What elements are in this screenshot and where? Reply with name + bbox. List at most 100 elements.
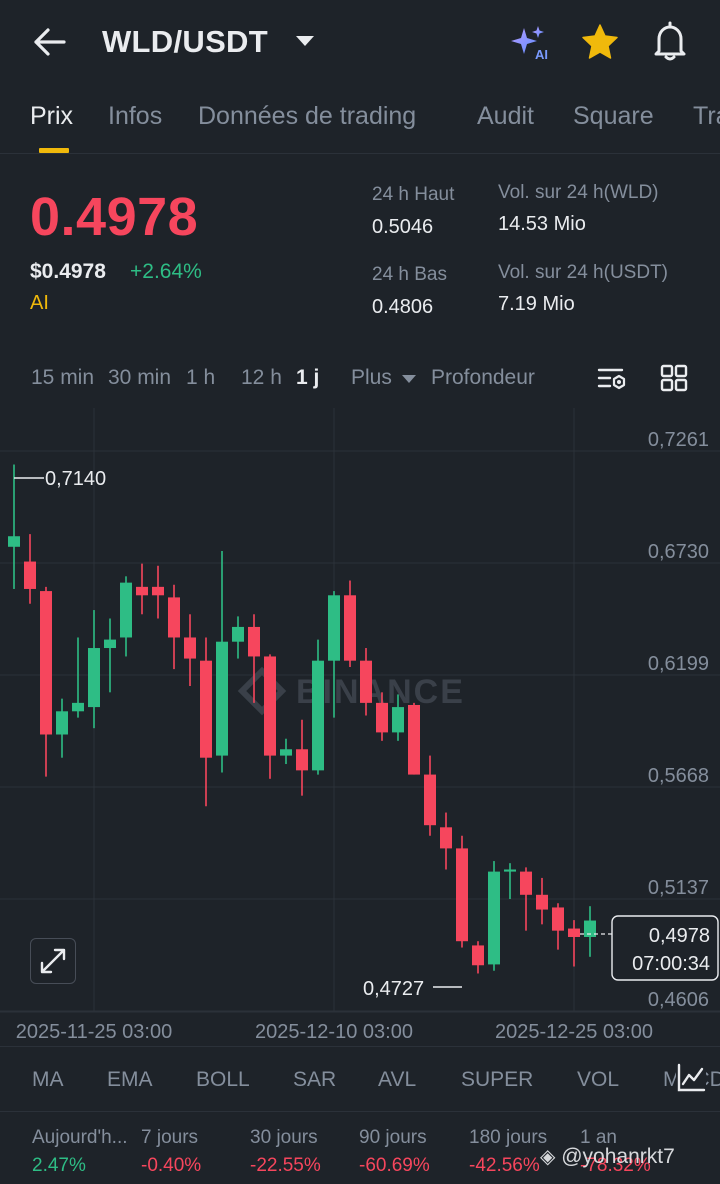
back-arrow-icon[interactable]	[30, 24, 70, 60]
interval-30min[interactable]: 30 min	[108, 366, 172, 389]
perf-30d-label: 30 jours	[250, 1127, 318, 1148]
perf-1y-value: -78.32%	[580, 1155, 651, 1176]
y-axis-label: 0,5668	[648, 765, 709, 787]
candle-body	[296, 749, 308, 771]
candle-body	[376, 702, 388, 733]
perf-90d-value: -60.69%	[359, 1155, 430, 1176]
tab-prix[interactable]: Prix	[30, 102, 74, 130]
price-change-percent: +2.64%	[130, 260, 202, 283]
indicator-sar[interactable]: SAR	[293, 1068, 337, 1091]
expand-chart-icon[interactable]	[30, 938, 76, 984]
candle	[536, 877, 548, 925]
category-tag[interactable]: AI	[30, 292, 49, 314]
tab-trading-data[interactable]: Données de trading	[198, 102, 417, 130]
indicator-super[interactable]: SUPER	[461, 1068, 534, 1091]
candle	[440, 812, 452, 870]
candle	[328, 591, 340, 718]
ai-sparkle-icon[interactable]: AI	[508, 22, 550, 64]
candle-body	[440, 827, 452, 849]
candle-body	[280, 749, 292, 756]
layout-grid-icon[interactable]	[659, 363, 689, 393]
candle-body	[40, 591, 52, 735]
candle-body	[120, 582, 132, 638]
candle	[8, 464, 20, 589]
pair-title[interactable]: WLD/USDT	[102, 24, 268, 59]
perf-7d-value: -0.40%	[141, 1155, 202, 1176]
interval-1h[interactable]: 1 h	[186, 366, 216, 389]
perf-7d-label: 7 jours	[141, 1127, 199, 1148]
candle-body	[344, 595, 356, 661]
candle	[40, 586, 52, 777]
candle	[104, 618, 116, 693]
candle	[248, 614, 260, 703]
more-intervals-button[interactable]: Plus	[351, 366, 392, 389]
candle-body	[88, 648, 100, 708]
chart-settings-icon[interactable]	[596, 364, 628, 394]
candle-body	[424, 774, 436, 826]
interval-1d[interactable]: 1 j	[296, 366, 320, 389]
candle-body	[360, 660, 372, 703]
tab-trading-bots[interactable]: Trading bots	[693, 102, 720, 130]
chart-canvas: BINANCE 0,72610,67300,61990,56680,51370,…	[0, 408, 720, 1043]
candle	[456, 835, 468, 948]
tab-square[interactable]: Square	[573, 102, 654, 130]
candle	[24, 534, 36, 604]
candle-body	[152, 586, 164, 596]
chevron-down-icon[interactable]	[402, 375, 416, 383]
candle-body	[552, 907, 564, 931]
y-axis-label: 0,4606	[648, 989, 709, 1011]
candle-body	[408, 704, 420, 775]
interval-12h[interactable]: 12 h	[241, 366, 282, 389]
candle	[568, 920, 580, 967]
tab-infos[interactable]: Infos	[108, 102, 163, 130]
candle	[392, 694, 404, 741]
interval-15min[interactable]: 15 min	[31, 366, 95, 389]
candle-body	[8, 536, 20, 547]
perf-today-value: 2.47%	[32, 1155, 86, 1176]
candle	[184, 614, 196, 686]
candlestick-chart[interactable]: BINANCE 0,7261 0,6730 0,6199 0,5668 0,5137 0,…	[0, 408, 720, 1048]
indicator-ema[interactable]: EMA	[107, 1068, 153, 1091]
vol-base-label: Vol. sur 24 h(WLD)	[498, 182, 659, 203]
x-axis-label: 2025-12-25 03:00	[495, 1021, 653, 1043]
candle	[552, 903, 564, 950]
candle-body	[584, 920, 596, 937]
favorite-star-icon[interactable]	[580, 22, 620, 62]
indicator-ma[interactable]: MA	[32, 1068, 64, 1091]
candle	[360, 648, 372, 716]
candle-body	[472, 945, 484, 966]
vol-quote-label: Vol. sur 24 h(USDT)	[498, 262, 668, 283]
y-axis-label: 0,7261	[648, 429, 709, 451]
candle-body	[568, 928, 580, 937]
candle	[472, 941, 484, 974]
notification-bell-icon[interactable]	[650, 20, 690, 62]
vol-quote-value: 7.19 Mio	[498, 293, 575, 315]
candle	[584, 906, 596, 957]
indicator-avl[interactable]: AVL	[378, 1068, 417, 1091]
indicator-settings-icon[interactable]	[676, 1063, 706, 1093]
indicator-vol[interactable]: VOL	[577, 1068, 620, 1091]
candle	[232, 616, 244, 659]
perf-1y-label: 1 an	[580, 1127, 617, 1148]
user-watermark: ◈ @yohanrkt7	[540, 1144, 675, 1169]
candle-countdown: 07:00:34	[632, 953, 710, 975]
candle	[424, 755, 436, 836]
candle	[168, 584, 180, 670]
candle	[152, 565, 164, 619]
candle-body	[200, 660, 212, 758]
candle-body	[104, 639, 116, 649]
candle	[344, 580, 356, 668]
pair-dropdown-icon[interactable]	[296, 36, 314, 46]
candle-body	[248, 626, 260, 657]
candle-body	[328, 595, 340, 661]
candle-body	[184, 637, 196, 659]
depth-tab[interactable]: Profondeur	[431, 366, 535, 389]
candle-body	[504, 869, 516, 872]
candle-body	[168, 597, 180, 638]
tab-audit[interactable]: Audit	[477, 102, 534, 130]
low-24h-value: 0.4806	[372, 296, 434, 318]
low-24h-label: 24 h Bas	[372, 264, 447, 285]
indicator-boll[interactable]: BOLL	[196, 1068, 250, 1091]
candle	[408, 702, 420, 775]
candle-body	[264, 656, 276, 756]
